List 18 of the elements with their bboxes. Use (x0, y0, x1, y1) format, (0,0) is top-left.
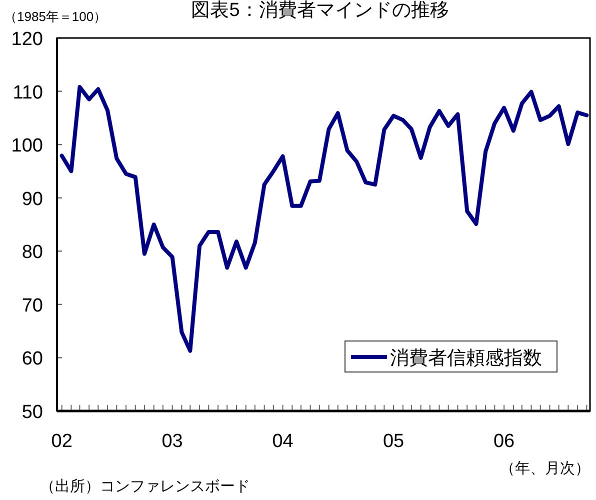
x-tick-label: 04 (272, 431, 294, 452)
y-tick-label: 110 (12, 82, 43, 104)
x-tick-label: 06 (493, 431, 515, 452)
y-tick-label: 50 (22, 402, 43, 423)
y-tick-label: 70 (22, 295, 43, 316)
chart-title: 図表5：消費者マインドの推移 (191, 0, 449, 21)
text: （出所）コンファレンスボード (40, 478, 250, 495)
y-tick-label: 80 (22, 242, 43, 264)
y-tick-label: 90 (22, 188, 43, 210)
y-tick-label: 120 (11, 29, 43, 50)
x-tick-label: 02 (51, 431, 72, 452)
legend-label: 消費者信頼感指数 (390, 348, 542, 369)
x-tick-label: 05 (383, 431, 404, 452)
y-tick-label: 60 (22, 348, 43, 370)
x-axis-title: （年、月次） (500, 460, 590, 477)
y-tick-label: 100 (11, 136, 43, 157)
y-axis-title: （1985年＝100） (4, 9, 107, 24)
x-tick-label: 03 (162, 431, 183, 452)
